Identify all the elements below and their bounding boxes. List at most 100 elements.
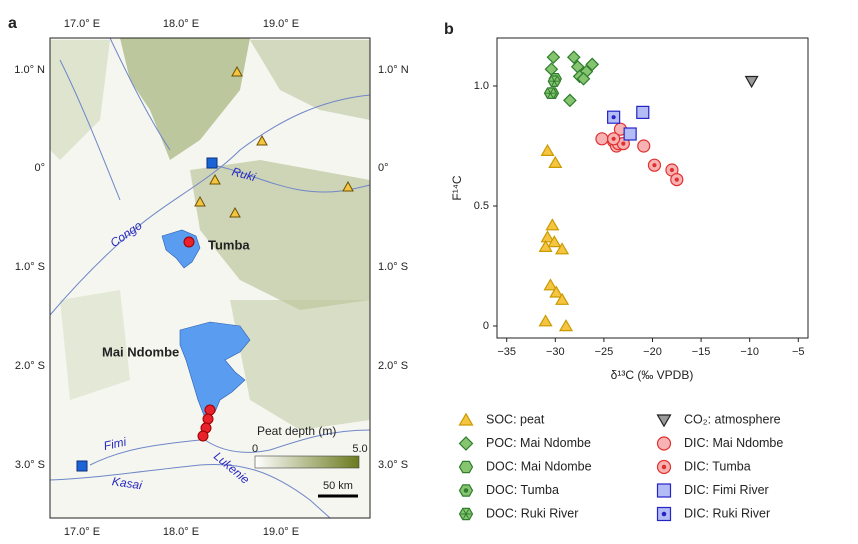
marker-shape (538, 239, 553, 252)
marker (637, 139, 651, 153)
map-sites (76, 65, 354, 472)
lon-label: 18.0° E (163, 18, 199, 30)
marker (607, 110, 621, 124)
panel-label: b (444, 21, 454, 38)
marker (555, 242, 570, 255)
marker (458, 412, 474, 426)
marker (545, 218, 560, 231)
marker-dot (661, 511, 667, 517)
marker (555, 292, 570, 305)
colorbar-title: Peat depth (m) (257, 424, 336, 438)
legend-label: DIC: Tumba (684, 459, 751, 473)
marker-shape (585, 57, 600, 72)
river-label: Ruki (230, 164, 257, 184)
plot-frame (496, 37, 809, 339)
marker (656, 436, 672, 451)
marker-shape (545, 218, 560, 231)
legend-label: DIC: Ruki River (684, 506, 770, 520)
lat-label: 0° (34, 162, 45, 174)
marker (576, 71, 591, 86)
marker-shape (637, 139, 651, 153)
marker-shape (547, 235, 562, 248)
marker (647, 158, 662, 172)
lat-label: 0° (378, 162, 389, 174)
marker (607, 132, 621, 146)
marker (656, 414, 672, 428)
marker (543, 278, 558, 291)
legend-label: DOC: Tumba (486, 483, 559, 497)
marker-shape (636, 105, 650, 120)
marker (563, 93, 577, 108)
marker (744, 75, 759, 89)
legend-label: POC: Mai Ndombe (486, 436, 591, 450)
legend-label: CO₂: atmosphere (684, 412, 781, 426)
lon-label: 19.0° E (263, 526, 299, 538)
legend-label: DIC: Fimi River (684, 483, 769, 497)
marker-shape (540, 143, 555, 156)
x-tick-label: −25 (595, 346, 614, 358)
y-tick-label: 0.5 (474, 200, 489, 212)
marker (458, 460, 474, 474)
x-axis-label: δ¹³C (‰ VPDB) (611, 368, 694, 382)
lat-label: 3.0° S (378, 459, 408, 471)
marker (595, 132, 609, 146)
lat-label: 1.0° S (15, 261, 45, 273)
marker-shape (458, 436, 474, 451)
marker (636, 105, 650, 120)
marker-dot (611, 136, 616, 141)
legend-label: DIC: Mai Ndombe (684, 436, 783, 450)
marker-dot (674, 177, 679, 182)
x-tick-label: −30 (546, 346, 565, 358)
x-tick-label: −10 (740, 346, 759, 358)
lat-label: 1.0° S (378, 261, 408, 273)
marker (670, 173, 684, 187)
marker (558, 319, 574, 332)
marker (585, 57, 600, 72)
marker-shape (548, 155, 563, 168)
lat-label: 1.0° N (378, 64, 409, 76)
marker (538, 239, 553, 252)
marker-shape (540, 230, 555, 243)
legend-label: DOC: Ruki River (486, 506, 578, 520)
marker-shape (563, 93, 577, 108)
marker (547, 235, 562, 248)
marker-star (547, 88, 554, 98)
lat-label: 3.0° S (15, 459, 45, 471)
river-label: Fimi (102, 435, 127, 453)
river-label: Kasai (111, 474, 143, 492)
lon-label: 17.0° E (64, 18, 100, 30)
marker (656, 483, 672, 498)
panel-label: a (8, 15, 17, 32)
y-tick-label: 1.0 (474, 80, 489, 92)
marker (540, 230, 555, 243)
lon-label: 18.0° E (163, 526, 199, 538)
marker-shape (566, 50, 581, 65)
marker-star (462, 509, 470, 519)
marker (566, 50, 581, 65)
marker (546, 50, 561, 65)
legend-label: SOC: peat (486, 412, 545, 426)
marker-shape (555, 242, 570, 255)
marker-dot (669, 167, 675, 173)
marker-shape (656, 483, 672, 498)
lat-label: 2.0° S (15, 360, 45, 372)
marker-dot (661, 464, 667, 470)
x-tick-label: −15 (692, 346, 711, 358)
scale-label: 50 km (323, 480, 353, 492)
marker (538, 314, 553, 327)
x-tick-label: −20 (643, 346, 662, 358)
marker (458, 436, 474, 451)
marker-shape (656, 414, 672, 428)
marker-shape (458, 460, 474, 474)
marker-star (551, 76, 558, 86)
y-axis-label: F¹⁴C (450, 175, 464, 200)
marker (543, 87, 558, 100)
marker-shape (543, 278, 558, 291)
marker-shape (458, 412, 474, 426)
marker-shape (538, 314, 553, 327)
marker (547, 75, 561, 88)
marker (656, 459, 672, 475)
lon-label: 19.0° E (263, 18, 299, 30)
marker (623, 127, 637, 141)
marker (548, 155, 563, 168)
